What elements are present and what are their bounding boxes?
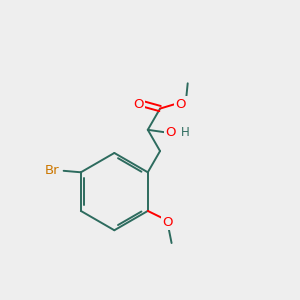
Text: Br: Br: [44, 164, 59, 177]
Text: H: H: [181, 126, 190, 139]
Text: O: O: [176, 98, 186, 111]
Text: O: O: [163, 216, 173, 229]
Text: O: O: [133, 98, 143, 111]
Text: O: O: [165, 126, 176, 139]
